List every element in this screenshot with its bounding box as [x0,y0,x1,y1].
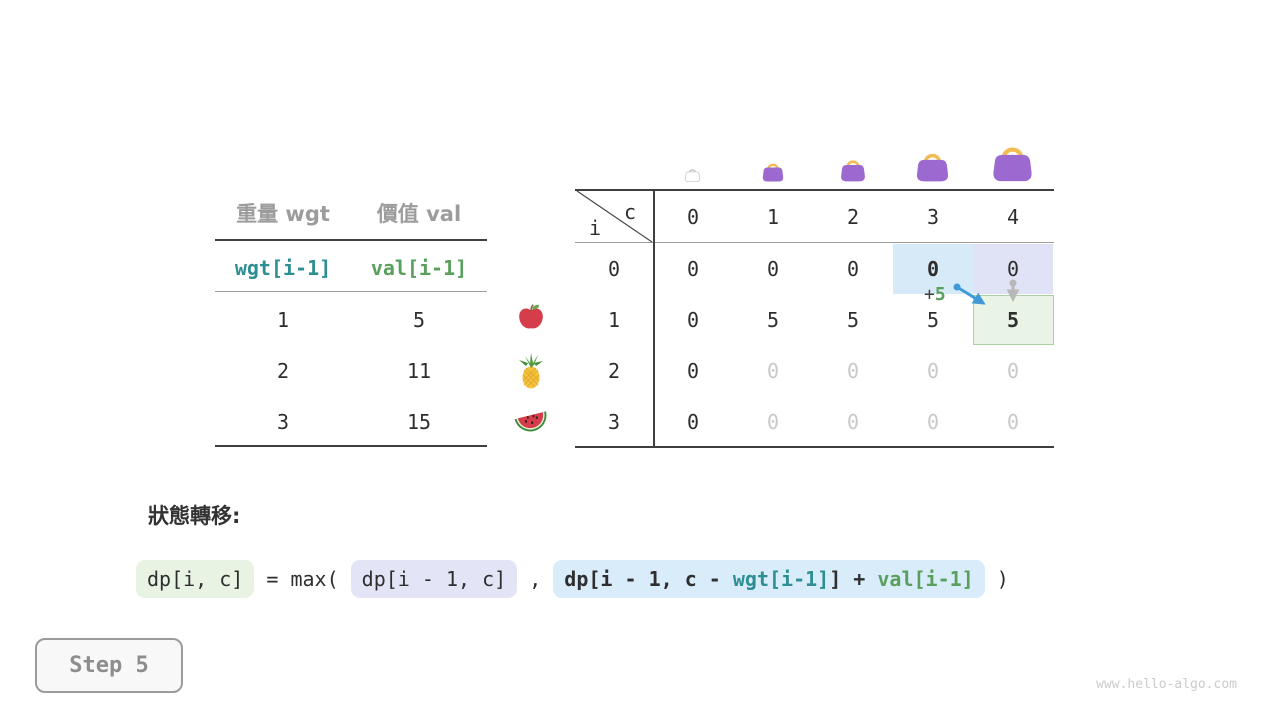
dp-col-header-2: 2 [846,204,860,229]
dp-cell-3-0: 0 [686,410,700,434]
dp-col-header-4: 4 [1006,204,1020,229]
items-col-weight-header: 重量 wgt [236,202,330,226]
items-col-value-header: 價值 val [376,202,462,226]
largest-bag-icon [990,139,1035,182]
dp-cell-1-1: 5 [766,308,780,332]
items-table-mid-rule [215,291,487,292]
dp-col-header-0: 0 [686,204,700,229]
dp-col-header-1: 1 [766,204,780,229]
state-transition-formula: dp[i, c] = max( dp[i - 1, c] , dp[i - 1,… [136,560,1009,598]
dp-cell-2-4: 0 [1006,359,1020,383]
dp-cell-1-4: 5 [1006,308,1020,332]
formula-keep-option-chip: dp[i - 1, c] [350,560,518,598]
dp-cell-0-2: 0 [846,257,860,281]
dp-cell-0-1: 0 [766,257,780,281]
corner-item-label: i [589,216,602,240]
items-table-top-rule [215,239,487,241]
formula-take-option-chip: dp[i - 1, c - wgt[i-1]] + val[i-1] [553,560,985,598]
dp-col-header-3: 3 [926,204,940,229]
dp-cell-0-4: 0 [1006,257,1020,281]
dp-cell-2-3: 0 [926,359,940,383]
item3-value: 15 [406,410,432,434]
watermelon-icon [514,411,547,432]
apple-icon [519,304,543,329]
formula-separator: , [517,567,554,591]
dp-cell-2-0: 0 [686,359,700,383]
dp-row-header-2: 2 [607,359,621,383]
items-table-bottom-rule [215,445,487,447]
weight-formula-label: wgt[i-1] [234,256,332,280]
item2-weight: 2 [276,359,290,383]
dp-cell-0-3: 0 [926,257,940,281]
transition-add-value-label: +5 [924,284,946,305]
empty-bag-icon [684,169,701,182]
dp-cell-1-2: 5 [846,308,860,332]
dp-cell-3-2: 0 [846,410,860,434]
small-bag-icon [761,163,785,182]
highlight-target-cell [973,295,1054,345]
dp-cell-0-0: 0 [686,257,700,281]
dp-cell-2-2: 0 [846,359,860,383]
state-transition-heading: 狀態轉移: [148,504,241,528]
dp-cell-1-0: 0 [686,308,700,332]
dp-cell-3-4: 0 [1006,410,1020,434]
corner-capacity-label: c [624,200,637,224]
large-bag-icon [915,153,950,182]
dp-row-header-1: 1 [607,308,621,332]
item1-value: 5 [412,308,426,332]
pineapple-icon [519,353,543,389]
dp-cell-2-1: 0 [766,359,780,383]
dp-cell-1-3: 5 [926,308,940,332]
item2-value: 11 [406,359,432,383]
medium-bag-icon [839,160,867,182]
formula-closing: ) [984,567,1009,591]
dp-cell-3-1: 0 [766,410,780,434]
dp-table-top-rule [575,189,1054,191]
dp-row-header-3: 3 [607,410,621,434]
dp-cell-3-3: 0 [926,410,940,434]
watermark: www.hello-algo.com [1096,677,1237,692]
item3-weight: 3 [276,410,290,434]
dp-table-vertical-rule [653,189,655,448]
dp-table-bottom-rule [575,446,1054,448]
formula-lhs-chip: dp[i, c] [136,560,255,598]
step-badge: Step 5 [35,638,183,693]
formula-op: = max( [254,567,351,591]
value-formula-label: val[i-1] [370,256,468,280]
dp-row-header-0: 0 [607,257,621,281]
item1-weight: 1 [276,308,290,332]
dp-table-header-rule [575,242,1054,243]
